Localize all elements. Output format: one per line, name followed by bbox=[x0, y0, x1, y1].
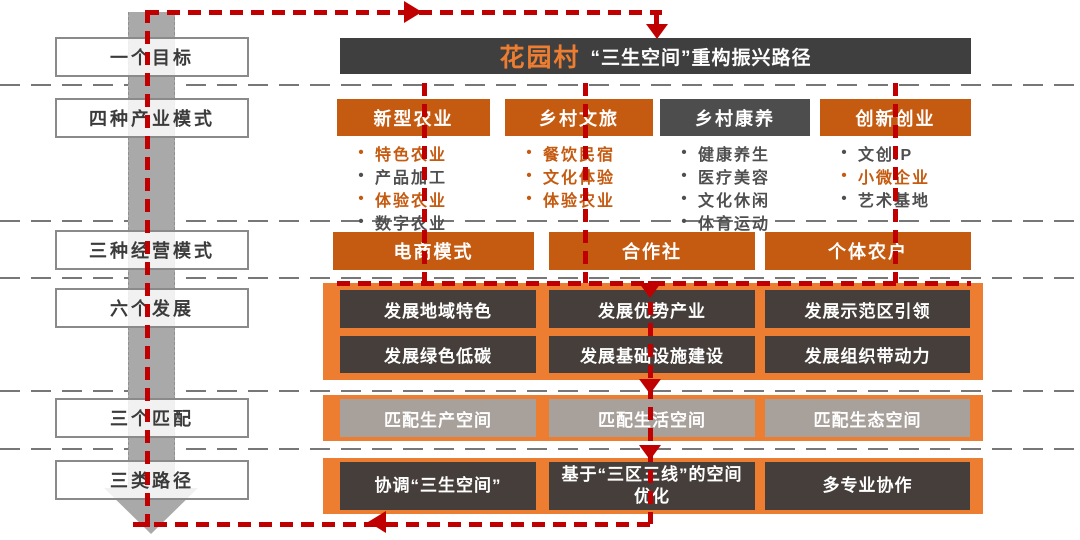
bullet-icon: • bbox=[358, 144, 366, 161]
bullet-icon: • bbox=[526, 167, 534, 184]
rail-label-development: 六个发展 bbox=[55, 288, 249, 328]
matching-box: 匹配生产空间 bbox=[340, 399, 536, 437]
list-item: • 餐饮民宿 bbox=[517, 141, 615, 164]
header-bar: 花园村 “三生空间”重构振兴路径 bbox=[340, 38, 971, 74]
rail-label-operation: 三种经营模式 bbox=[55, 230, 249, 270]
village-name: 花园村 bbox=[499, 44, 581, 72]
flow-line-col3 bbox=[893, 83, 898, 283]
industry-list-tourism: • 餐饮民宿 • 文化体验 • 体验农业 bbox=[517, 141, 615, 210]
development-box: 发展地域特色 bbox=[340, 290, 536, 328]
flow-elbow-header bbox=[654, 10, 659, 26]
rail-label-industry: 四种产业模式 bbox=[55, 98, 249, 138]
flow-line-col2 bbox=[583, 83, 588, 283]
section-divider bbox=[0, 390, 1080, 392]
operation-box-cooperative: 合作社 bbox=[549, 232, 755, 270]
path-box: 多专业协作 bbox=[765, 462, 970, 510]
bullet-icon: • bbox=[358, 167, 366, 184]
list-item: • 文创IP bbox=[832, 141, 930, 164]
list-item: • 健康养生 bbox=[672, 141, 770, 164]
bullet-icon: • bbox=[841, 167, 849, 184]
rail-label-paths: 三类路径 bbox=[55, 460, 249, 500]
bullet-icon: • bbox=[681, 144, 689, 161]
industry-box-agriculture: 新型农业 bbox=[337, 99, 490, 136]
bullet-icon: • bbox=[681, 167, 689, 184]
arrowhead-into-matching-icon bbox=[639, 379, 661, 394]
industry-list-innovation: •文创IP •小微企业 •艺术基地 bbox=[832, 141, 930, 210]
development-box: 发展绿色低碳 bbox=[340, 336, 536, 373]
flow-line-col1 bbox=[422, 83, 427, 283]
industry-list-wellness: • 健康养生 • 医疗美容 • 文化休闲 • 体育运动 bbox=[672, 141, 770, 233]
section-divider bbox=[0, 84, 1080, 86]
section-divider bbox=[0, 277, 1080, 279]
matching-box: 匹配生态空间 bbox=[765, 399, 970, 437]
list-item: • 特色农业 bbox=[349, 141, 447, 164]
industry-list-agriculture: • 特色农业 • 产品加工 • 体验农业 • 数字农业 bbox=[349, 141, 447, 233]
flow-line-bottom bbox=[133, 522, 656, 527]
bullet-icon: • bbox=[526, 190, 534, 207]
list-item: • 体验农业 bbox=[517, 187, 615, 210]
list-item: • 数字农业 bbox=[349, 210, 447, 233]
list-item: • 文化休闲 bbox=[672, 187, 770, 210]
arrowhead-into-development-icon bbox=[639, 283, 661, 298]
industry-box-tourism: 乡村文旅 bbox=[505, 99, 653, 136]
list-item: • 文化体验 bbox=[517, 164, 615, 187]
bullet-icon: • bbox=[841, 144, 849, 161]
bullet-icon: • bbox=[358, 190, 366, 207]
header-subtitle: “三生空间”重构振兴路径 bbox=[590, 47, 812, 69]
list-item: • 医疗美容 bbox=[672, 164, 770, 187]
operation-box-individual: 个体农户 bbox=[765, 232, 971, 270]
flow-line-center bbox=[648, 281, 653, 524]
section-divider bbox=[0, 448, 1080, 450]
flow-line-left bbox=[145, 10, 150, 527]
list-item: • 体验农业 bbox=[349, 187, 447, 210]
list-item: •小微企业 bbox=[832, 164, 930, 187]
path-box: 协调“三生空间” bbox=[340, 462, 536, 510]
list-item: • 产品加工 bbox=[349, 164, 447, 187]
bullet-icon: • bbox=[358, 213, 366, 230]
rail-label-goal: 一个目标 bbox=[55, 37, 249, 77]
arrowhead-into-paths-icon bbox=[639, 445, 661, 460]
bullet-icon: • bbox=[526, 144, 534, 161]
list-item: • 体育运动 bbox=[672, 210, 770, 233]
bullet-icon: • bbox=[681, 213, 689, 230]
development-box: 发展组织带动力 bbox=[765, 336, 970, 373]
industry-box-wellness: 乡村康养 bbox=[660, 99, 810, 136]
operation-box-ecommerce: 电商模式 bbox=[333, 232, 534, 270]
list-item: •艺术基地 bbox=[832, 187, 930, 210]
rail-label-matching: 三个匹配 bbox=[55, 398, 249, 438]
bullet-icon: • bbox=[681, 190, 689, 207]
arrowhead-left-icon bbox=[368, 511, 386, 533]
arrowhead-into-header-icon bbox=[646, 24, 668, 39]
development-box: 发展示范区引领 bbox=[765, 290, 970, 328]
arrowhead-right-icon bbox=[404, 1, 422, 23]
bullet-icon: • bbox=[841, 190, 849, 207]
section-divider bbox=[0, 220, 1080, 222]
